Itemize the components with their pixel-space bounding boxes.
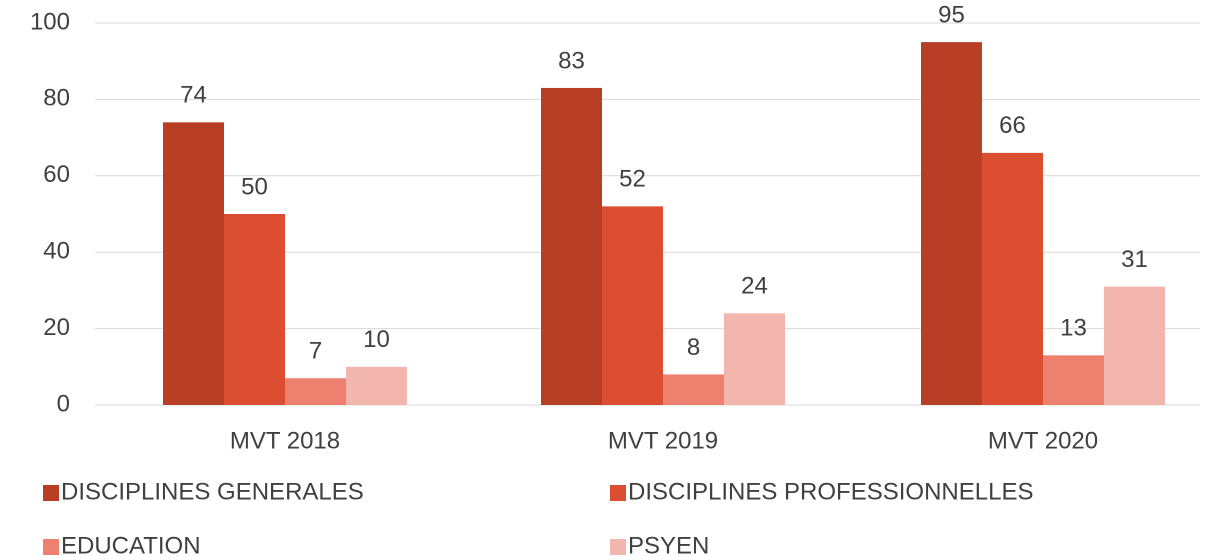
legend-swatch <box>43 485 59 501</box>
bar <box>346 366 407 405</box>
legend-swatch <box>43 539 59 555</box>
bar <box>541 87 602 405</box>
legend-swatch <box>610 539 626 555</box>
data-label: 74 <box>180 82 207 109</box>
data-label: 24 <box>741 273 768 300</box>
x-tick-label: MVT 2018 <box>230 427 340 454</box>
bar <box>224 214 285 405</box>
y-tick-label: 80 <box>43 85 70 112</box>
y-tick-label: 60 <box>43 161 70 188</box>
data-label: 95 <box>938 1 965 28</box>
bar <box>982 152 1043 405</box>
legend-label: DISCIPLINES GENERALES <box>61 478 364 505</box>
legend-label: EDUCATION <box>61 532 201 559</box>
data-label: 31 <box>1121 246 1148 273</box>
x-tick-label: MVT 2019 <box>608 427 718 454</box>
x-tick-label: MVT 2020 <box>988 427 1098 454</box>
legend-swatch <box>610 485 626 501</box>
legend-label: DISCIPLINES PROFESSIONNELLES <box>628 478 1033 505</box>
legend-label: PSYEN <box>628 532 709 559</box>
data-label: 8 <box>687 334 700 361</box>
data-label: 13 <box>1060 315 1087 342</box>
y-tick-label: 0 <box>57 390 70 417</box>
y-tick-label: 40 <box>43 238 70 265</box>
bar <box>1043 355 1104 405</box>
data-label: 10 <box>363 326 390 353</box>
data-label: 52 <box>619 166 646 193</box>
bar <box>921 42 982 405</box>
bar <box>163 122 224 405</box>
bar <box>1104 286 1165 405</box>
bar <box>285 378 346 405</box>
data-label: 66 <box>999 112 1026 139</box>
bar <box>724 313 785 405</box>
bar <box>602 206 663 405</box>
data-label: 83 <box>558 47 585 74</box>
y-tick-label: 20 <box>43 314 70 341</box>
data-label: 7 <box>309 338 322 365</box>
bar <box>663 374 724 405</box>
data-label: 50 <box>241 173 268 200</box>
y-tick-label: 100 <box>30 8 70 35</box>
